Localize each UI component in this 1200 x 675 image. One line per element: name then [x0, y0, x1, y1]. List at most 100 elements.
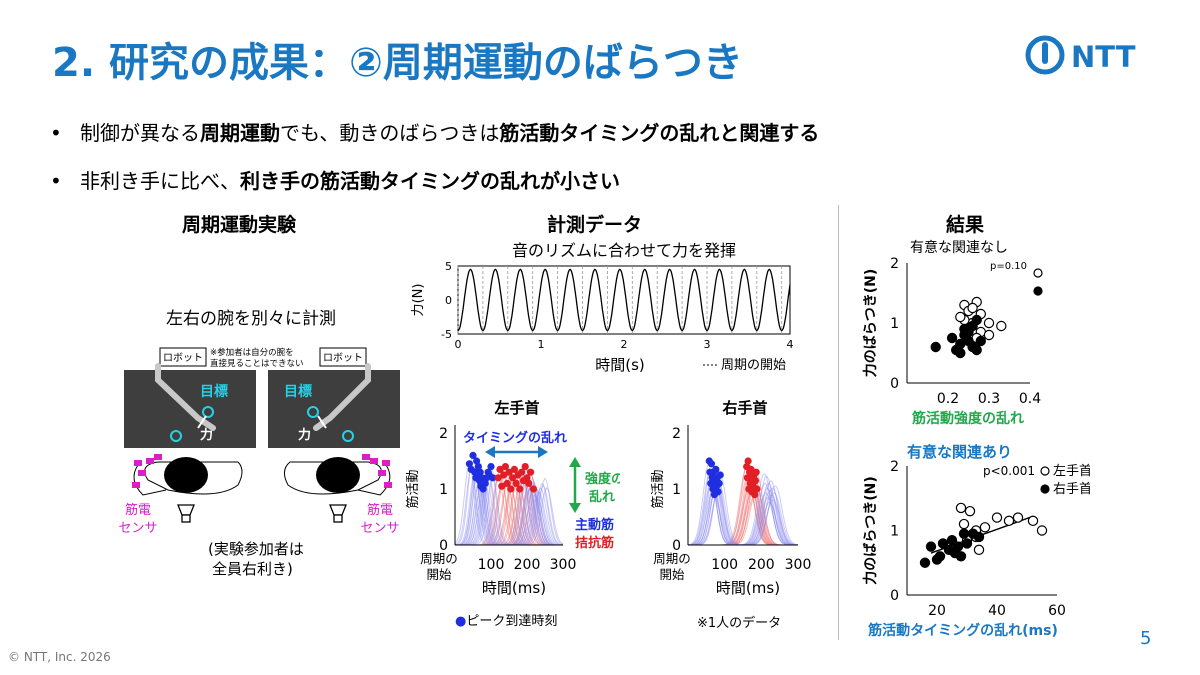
left-wrist-emg-antagonist-peak — [498, 482, 506, 490]
scatter-timing-point — [964, 505, 976, 517]
force-xtick: 3 — [704, 338, 711, 351]
scatter-timing-point — [946, 534, 958, 546]
peak-legend: ●ピーク到達時刻 — [455, 614, 558, 629]
force-legend: 周期の開始 — [721, 358, 786, 373]
agonist-label: 主動筋 — [575, 517, 614, 533]
cursor-marker-left — [170, 430, 182, 442]
peak-legend-text: ピーク到達時刻 — [466, 614, 558, 629]
timing-arrow-left — [485, 446, 495, 458]
experiment-caption: 左右の腕を別々に計測 — [166, 309, 336, 329]
left-wrist-emg-ylabel: 筋活動 — [405, 469, 421, 508]
left-wrist-emg-antagonist-peak — [521, 463, 529, 471]
force-xtick: 1 — [538, 338, 545, 351]
scatter-intensity-point — [971, 314, 982, 326]
participant-left — [132, 454, 243, 496]
left-wrist-emg-period-start-2: 開始 — [426, 567, 452, 582]
force-label-right: 力 — [298, 427, 311, 443]
intensity-arrow-up — [569, 457, 581, 467]
top-annotation: 有意な関連なし — [910, 240, 1008, 256]
target-label-left: 目標 — [200, 383, 228, 400]
right-wrist-emg-antagonist-peak — [743, 474, 751, 482]
scatter-intensity-pvalue: p=0.10 — [990, 261, 1027, 272]
note-line-2: 直接見ることはできない — [210, 358, 304, 369]
scatter-intensity-xtick: 0.4 — [1019, 391, 1041, 407]
sensor-label-left-1: 筋電 — [125, 502, 151, 518]
force-label-left: 力 — [200, 427, 213, 443]
timing-arrow-right — [538, 446, 548, 458]
bullet-2: • 非利き手に比べ、利き手の筋活動タイミングの乱れが小さい — [50, 169, 620, 193]
left-wrist-emg-xtick: 200 — [514, 557, 541, 573]
right-wrist-emg-xtick: 100 — [711, 557, 738, 573]
scatter-timing-point — [973, 531, 985, 543]
copyright: © NTT, Inc. 2026 — [8, 650, 111, 664]
scatter-timing-ytick: 2 — [890, 459, 899, 475]
ntt-logo-text: NTT — [1071, 40, 1136, 74]
bullet-1-part-1: 周期運動 — [200, 121, 280, 145]
right-wrist-emg-agonist-peak — [707, 460, 716, 468]
left-wrist-emg-antagonist-peak — [527, 468, 535, 476]
left-wrist-emg-antagonist-peak — [529, 485, 538, 493]
left-wrist-emg-antagonist-peak — [509, 474, 517, 482]
scatter-timing-point — [961, 538, 973, 549]
left-wrist-emg-period-start-1: 周期の — [420, 551, 458, 566]
bullet-2-part-0: 非利き手に比べ、 — [80, 169, 240, 193]
robot-label-left: ロボット — [163, 352, 203, 364]
single-subject-note: ※1人のデータ — [697, 616, 782, 631]
scatter-intensity-point — [983, 329, 995, 341]
sensor-label-right-1: 筋電 — [367, 502, 393, 518]
intensity-arrow-down — [569, 503, 581, 513]
right-wrist-emg-ytick: 1 — [672, 482, 681, 498]
scatter-timing-point — [991, 512, 1003, 523]
scatter-timing-xlabel: 筋活動タイミングの乱れ(ms) — [868, 622, 1058, 639]
right-wrist-emg-xlabel: 時間(ms) — [716, 579, 780, 597]
scatter-timing-point — [919, 557, 931, 568]
left-wrist-emg-agonist-peak — [487, 463, 495, 471]
scatter-intensity-xtick: 0.3 — [978, 391, 1000, 407]
scatter-intensity-ytick: 0 — [890, 376, 899, 392]
right-wrist-emg-agonist-peak — [716, 471, 724, 479]
scatter-timing-point — [973, 544, 985, 556]
right-wrist-emg-ytick: 2 — [672, 426, 681, 442]
scatter-timing-point — [958, 528, 970, 539]
right-wrist-emg-title: 右手首 — [722, 399, 767, 417]
left-wrist-emg-agonist-peak — [473, 457, 481, 465]
intensity-label-2: 乱れ — [589, 489, 615, 505]
target-label-right: 目標 — [284, 383, 312, 400]
timing-label: タイミングの乱れ — [463, 430, 567, 446]
scatter-timing-point — [955, 551, 967, 562]
force-xtick: 2 — [621, 338, 628, 351]
left-wrist-emg-xtick: 100 — [478, 557, 505, 573]
right-wrist-emg-ylabel: 筋活動 — [650, 469, 666, 508]
scatter-timing-legend-marker — [1040, 466, 1050, 476]
force-chart-title: 音のリズムに合わせて力を発揮 — [512, 241, 736, 260]
left-wrist-emg-antagonist-peak — [501, 463, 509, 471]
left-wrist-emg-antagonist-peak — [523, 474, 531, 482]
scatter-timing-point — [958, 518, 970, 530]
bullet-2-part-1: 利き手の筋活動タイミングの乱れが小さい — [240, 169, 620, 193]
results-divider — [838, 205, 839, 640]
scatter-timing-point — [979, 522, 991, 533]
left-wrist-emg-agonist-peak — [469, 451, 477, 459]
antagonist-label: 拮抗筋 — [575, 535, 614, 551]
experiment-heading: 周期運動実験 — [182, 214, 297, 236]
left-wrist-emg-xtick: 300 — [550, 557, 577, 573]
left-wrist-emg-antagonist-peak — [516, 485, 524, 493]
scatter-timing-legend-1: 右手首 — [1053, 482, 1090, 497]
scatter-intensity-ytick: 2 — [890, 256, 899, 272]
right-wrist-emg-period-start-2: 開始 — [659, 567, 685, 582]
left-wrist-emg-ytick: 1 — [439, 482, 448, 498]
scatter-intensity-point — [930, 341, 941, 353]
left-wrist-emg-antagonist-peak — [505, 468, 513, 476]
scatter-timing-point — [1003, 515, 1015, 527]
measurement-heading: 計測データ — [547, 214, 643, 236]
left-wrist-emg-antagonist-peak — [500, 471, 508, 479]
robot-label-right: ロボット — [323, 352, 363, 364]
scatter-timing-ytick: 1 — [890, 524, 899, 540]
sensor-label-right-2: センサ — [360, 521, 399, 535]
left-wrist-emg-antagonist-peak — [512, 479, 520, 487]
scatter-timing-point — [1027, 515, 1039, 527]
scatter-timing-xtick: 60 — [1048, 603, 1066, 619]
force-ytick: 0 — [445, 294, 452, 307]
scatter-timing-point — [937, 538, 949, 549]
